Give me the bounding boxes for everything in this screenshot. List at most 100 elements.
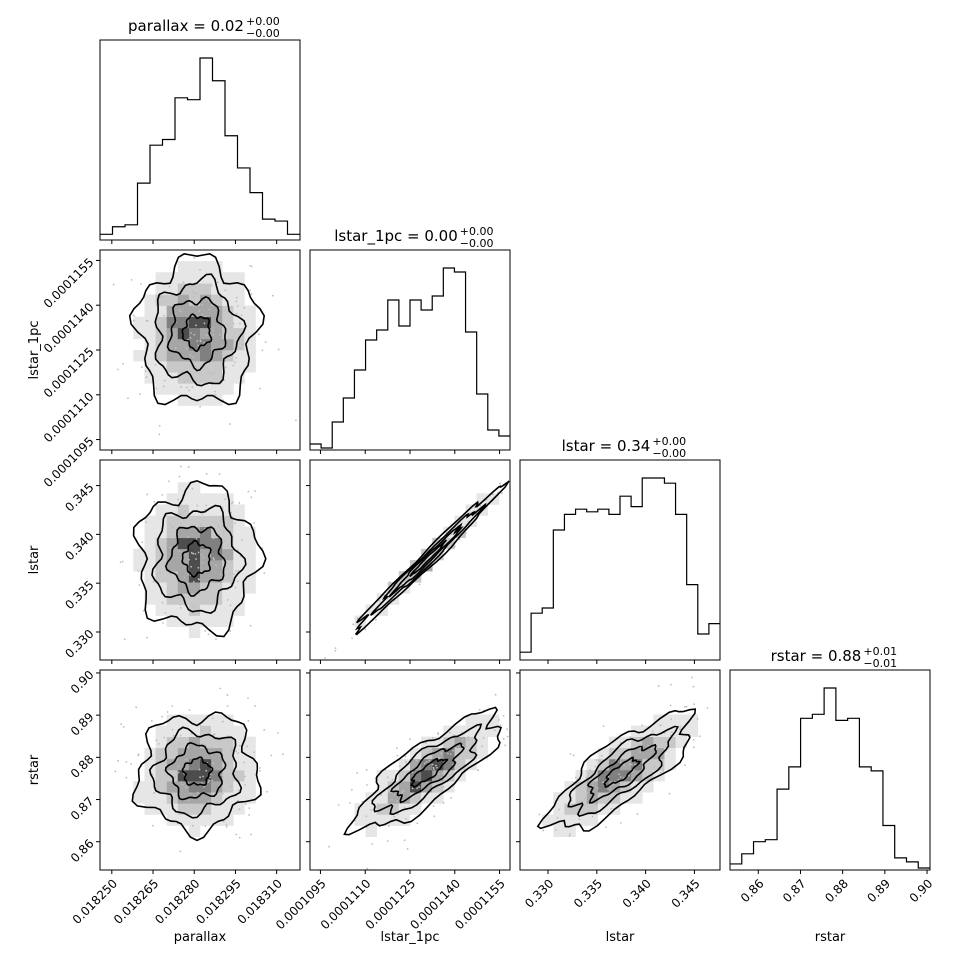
density-cell (144, 582, 156, 594)
sample-point (218, 534, 221, 536)
histogram-steps (100, 57, 300, 235)
density-cell (410, 792, 422, 804)
density-cell (188, 736, 201, 749)
sample-point (227, 735, 230, 738)
panel-parallax-vs-rstar (99, 669, 301, 871)
sample-point (650, 747, 653, 750)
sample-point (477, 769, 479, 771)
sample-point (234, 522, 236, 525)
density-cell (188, 294, 201, 306)
sample-point (696, 718, 699, 720)
sample-point (210, 373, 213, 376)
sample-point (595, 759, 598, 761)
density-cell (553, 825, 565, 837)
density-cell (233, 361, 245, 373)
sample-point (145, 521, 147, 524)
sample-point (179, 603, 182, 606)
sample-point (204, 825, 207, 828)
sample-point (683, 705, 686, 708)
sample-point (145, 376, 148, 378)
sample-point (266, 790, 268, 793)
density-cell (233, 593, 245, 605)
density-cell (233, 758, 245, 771)
sample-point (212, 326, 214, 329)
sample-point (121, 560, 124, 563)
sample-point (436, 766, 438, 769)
density-cell (233, 604, 245, 616)
sample-point (192, 356, 195, 359)
sample-point (258, 387, 261, 390)
density-cell (155, 338, 167, 351)
sample-point (168, 535, 171, 537)
sample-point (625, 787, 628, 789)
sample-point (589, 769, 591, 771)
sample-point (219, 573, 222, 576)
sample-point (158, 433, 161, 436)
density-cell (200, 758, 212, 771)
density-cell (476, 725, 489, 737)
sample-point (211, 746, 213, 749)
density-cell (177, 493, 190, 505)
density-cell (188, 615, 201, 627)
sample-point (691, 676, 694, 679)
density-cell (575, 781, 587, 793)
sample-point (209, 776, 212, 779)
sample-point (253, 522, 256, 524)
density-cell (144, 758, 156, 771)
sample-point (217, 796, 220, 799)
density-cell (166, 515, 179, 527)
sample-point (172, 525, 175, 528)
density-cell (432, 770, 444, 782)
sample-point (334, 647, 337, 650)
density-cell (244, 327, 256, 340)
density-cell (177, 615, 190, 627)
density-cell (177, 571, 190, 583)
sample-point (421, 754, 424, 757)
density-cell (188, 305, 201, 317)
sample-point (239, 347, 242, 350)
contour-line (154, 273, 247, 387)
sample-point (177, 771, 180, 774)
sample-point (253, 751, 255, 754)
density-cell (188, 548, 201, 561)
density-cell (200, 515, 212, 527)
density-cell (155, 283, 167, 295)
histogram-parallax: parallax = 0.02 +0.00−0.00 (99, 15, 301, 241)
sample-point (141, 366, 143, 369)
density-cell (222, 383, 234, 395)
density-cell (133, 781, 145, 793)
sample-point (450, 533, 453, 535)
sample-point (130, 763, 132, 766)
density-cell (177, 383, 190, 395)
y-tick-label: 0.330 (62, 627, 96, 661)
density-cell (421, 747, 433, 760)
sample-point (112, 283, 115, 286)
density-cell (200, 294, 212, 306)
density-cell (166, 383, 179, 395)
density-cell (553, 814, 565, 826)
sample-point (224, 366, 227, 369)
density-cell (244, 548, 256, 561)
density-cell (443, 781, 455, 793)
density-cell (144, 305, 156, 317)
sample-point (158, 424, 161, 427)
sample-point (425, 760, 428, 763)
sample-point (244, 775, 246, 778)
sample-point (234, 586, 237, 589)
sample-point (247, 697, 249, 700)
sample-point (619, 783, 621, 786)
y-tick-label: 0.87 (68, 794, 97, 823)
x-tick-label: 0.88 (822, 876, 851, 905)
sample-point (235, 296, 238, 299)
sample-point (222, 792, 224, 795)
sample-point (378, 599, 381, 602)
sample-point (207, 633, 210, 636)
density-cell (398, 770, 411, 782)
sample-point (698, 735, 701, 738)
sample-point (189, 792, 192, 795)
sample-point (554, 829, 557, 831)
sample-point (207, 781, 210, 784)
density-cell (222, 283, 234, 295)
density-cell (233, 316, 245, 329)
sample-point (502, 737, 505, 740)
